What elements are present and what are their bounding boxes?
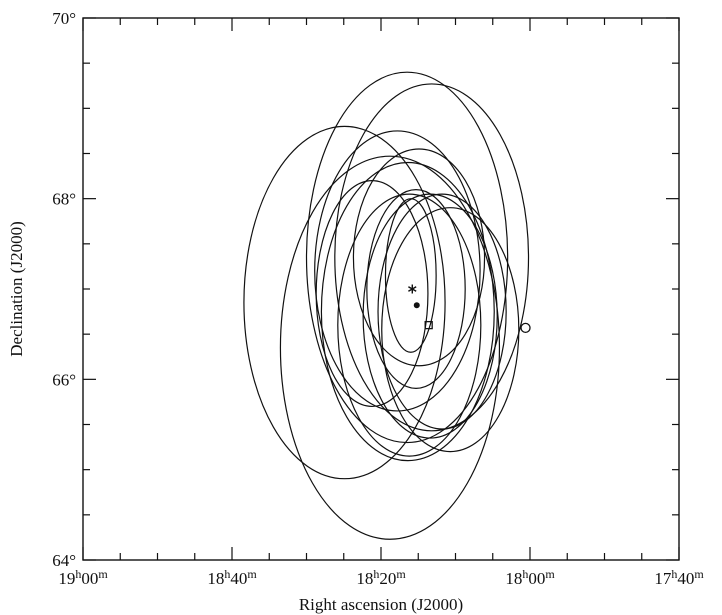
x-tick-label: 18h00m [505,567,555,588]
y-tick-label: 64° [52,551,76,570]
error-ellipse-13 [320,161,495,462]
y-tick-label: 70° [52,9,76,28]
error-ellipse-9 [366,189,466,389]
error-ellipse-12 [315,180,429,408]
asterisk-marker [408,284,417,294]
error-ellipse-3 [243,125,446,480]
error-ellipse-5 [337,193,482,457]
x-axis-title: Right ascension (J2000) [299,595,463,614]
error-ellipses [243,71,530,540]
y-tick-label: 68° [52,190,76,209]
source-markers [408,284,531,333]
x-tick-label: 19h00m [58,567,108,588]
error-ellipse-7 [377,193,507,430]
x-tick-label: 18h40m [207,567,257,588]
x-tick-label: 17h40m [654,567,704,588]
filled-circle-marker [413,302,420,309]
plot-frame [82,17,680,561]
y-axis-title: Declination (J2000) [7,221,26,357]
error-ellipse-2 [334,83,530,432]
error-ellipse-4 [279,155,501,540]
error-ellipse-11 [352,148,486,367]
tick-labels: 19h00m 18h40m 18h20m 18h00m 17h40m 64° 66° 68° 7… [52,9,704,588]
y-tick-label: 66° [52,370,76,389]
open-circle-marker [520,322,531,333]
error-ellipse-1 [305,71,509,444]
error-ellipse-10 [384,198,437,353]
error-ellipse-8 [381,207,520,453]
x-tick-label: 18h20m [356,567,406,588]
square-marker [424,320,433,330]
error-ellipse-14 [314,130,481,412]
axis-ticks [82,17,680,561]
